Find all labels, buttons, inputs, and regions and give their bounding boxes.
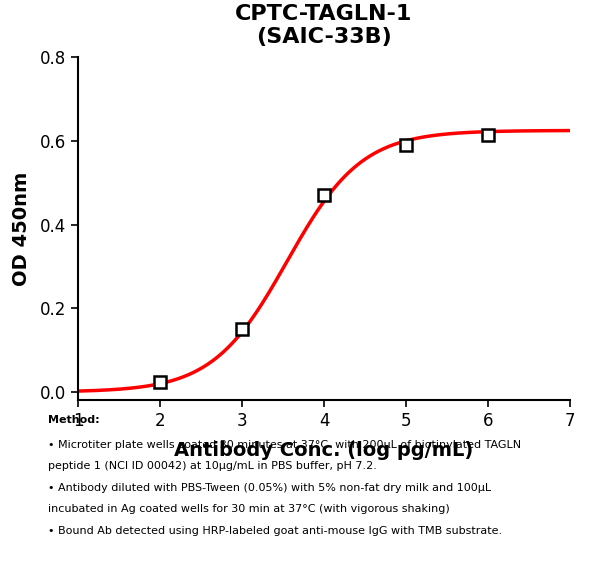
Text: • Microtiter plate wells coated 30 minutes at 37°C  with 200μL of biotinylated T: • Microtiter plate wells coated 30 minut… — [48, 440, 521, 450]
Text: incubated in Ag coated wells for 30 min at 37°C (with vigorous shaking): incubated in Ag coated wells for 30 min … — [48, 505, 450, 514]
Y-axis label: OD 450nm: OD 450nm — [13, 172, 31, 286]
Title: CPTC-TAGLN-1
(SAIC-33B): CPTC-TAGLN-1 (SAIC-33B) — [235, 4, 413, 47]
X-axis label: Antibody Conc. (log pg/mL): Antibody Conc. (log pg/mL) — [175, 442, 473, 460]
Text: Method:: Method: — [48, 415, 100, 424]
Text: • Antibody diluted with PBS-Tween (0.05%) with 5% non-fat dry milk and 100μL: • Antibody diluted with PBS-Tween (0.05%… — [48, 483, 491, 493]
Text: • Bound Ab detected using HRP-labeled goat anti-mouse IgG with TMB substrate.: • Bound Ab detected using HRP-labeled go… — [48, 526, 502, 535]
Text: peptide 1 (NCI ID 00042) at 10μg/mL in PBS buffer, pH 7.2.: peptide 1 (NCI ID 00042) at 10μg/mL in P… — [48, 462, 377, 471]
